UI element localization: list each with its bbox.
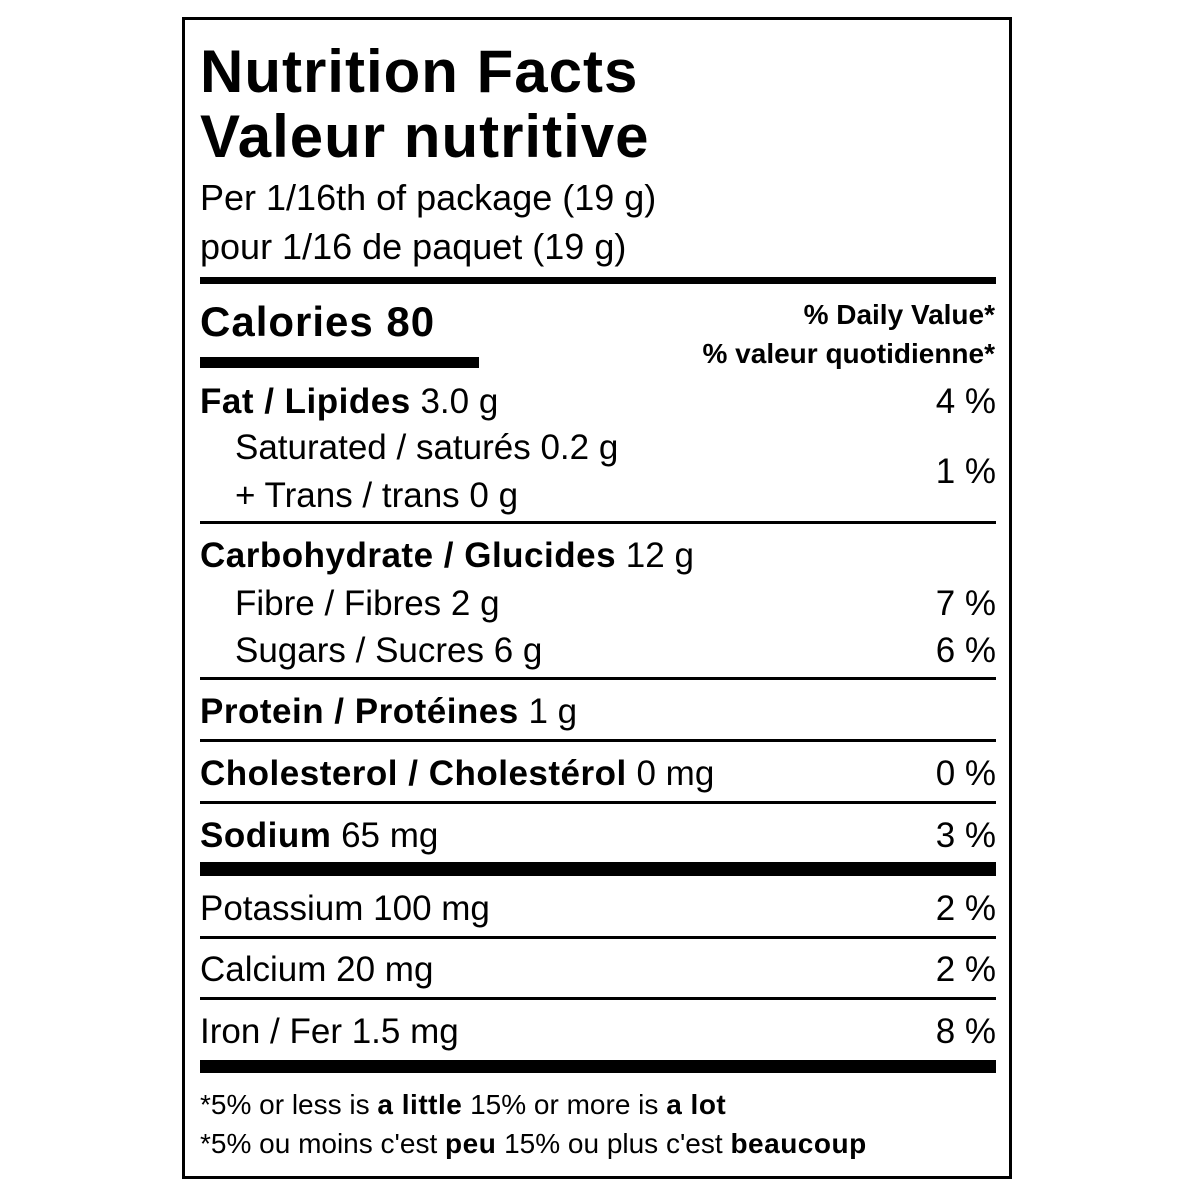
footnote-bold: a lot <box>666 1089 727 1120</box>
serving-size-en: Per 1/16th of package (19 g) <box>200 177 657 218</box>
nutrient-row-carbohydrate: Carbohydrate / Glucides 12 g <box>200 536 996 576</box>
calories: Calories 80 <box>200 298 435 346</box>
nutrient-row-potassium: Potassium 100 mg 2 % <box>200 889 996 929</box>
title-en: Nutrition Facts <box>200 38 639 105</box>
footnote-en: *5% or less is a little 15% or more is a… <box>200 1089 726 1121</box>
nutrient-label: + Trans / trans <box>235 476 460 515</box>
nutrient-dv: 7 % <box>935 584 996 623</box>
divider <box>200 521 996 524</box>
nutrient-label: Sodium <box>200 816 332 855</box>
nutrient-row-iron: Iron / Fer 1.5 mg 8 % <box>200 1012 996 1052</box>
nutrient-amount: 0.2 g <box>540 428 619 467</box>
nutrient-dv: 2 % <box>935 889 996 928</box>
nutrient-row-cholesterol: Cholesterol / Cholestérol 0 mg 0 % <box>200 754 996 794</box>
nutrient-dv: 2 % <box>935 950 996 989</box>
nutrient-amount: 20 mg <box>336 950 434 989</box>
calories-label: Calories <box>200 298 374 345</box>
nutrient-amount: 1.5 mg <box>351 1012 459 1051</box>
serving-size-fr: pour 1/16 de paquet (19 g) <box>200 226 627 267</box>
divider <box>200 936 996 939</box>
nutrient-dv: 6 % <box>935 631 996 670</box>
divider <box>200 677 996 680</box>
nutrient-label: Calcium <box>200 950 327 989</box>
nutrient-row-sodium: Sodium 65 mg 3 % <box>200 816 996 856</box>
footnote-fr: *5% ou moins c'est peu 15% ou plus c'est… <box>200 1128 867 1160</box>
calories-value: 80 <box>386 298 436 345</box>
nutrient-amount: 65 mg <box>341 816 439 855</box>
footnote-text: 15% ou plus c'est <box>496 1128 731 1159</box>
footnote-bold: beaucoup <box>730 1128 867 1159</box>
nutrient-amount: 3.0 g <box>420 382 499 421</box>
nutrient-dv: 3 % <box>935 816 996 855</box>
footnote-text: *5% or less is <box>200 1089 378 1120</box>
divider <box>200 801 996 804</box>
title-fr: Valeur nutritive <box>200 103 650 170</box>
nutrient-dv: 1 % <box>935 452 996 491</box>
nutrition-facts-table <box>182 17 1012 1179</box>
nutrient-row-fat: Fat / Lipides 3.0 g 4 % <box>200 382 996 422</box>
nutrient-row-fibre: Fibre / Fibres 2 g 7 % <box>235 584 996 624</box>
nutrient-label: Potassium <box>200 889 364 928</box>
nutrient-label: Iron / Fer <box>200 1012 342 1051</box>
nutrient-label: Saturated / saturés <box>235 428 531 467</box>
nutrient-row-calcium: Calcium 20 mg 2 % <box>200 950 996 990</box>
nutrient-row-protein: Protein / Protéines 1 g <box>200 692 996 732</box>
nutrient-amount: 0 mg <box>636 754 715 793</box>
nutrient-row-trans: + Trans / trans 0 g <box>235 476 996 516</box>
nutrient-label: Sugars / Sucres <box>235 631 484 670</box>
divider <box>200 739 996 742</box>
thick-divider <box>200 862 996 876</box>
footnote-bold: peu <box>445 1128 497 1159</box>
nutrient-amount: 2 g <box>450 584 500 623</box>
nutrient-row-sugars: Sugars / Sucres 6 g 6 % <box>235 631 996 671</box>
footnote-text: 15% or more is <box>462 1089 667 1120</box>
thick-divider <box>200 1060 996 1073</box>
nutrient-amount: 0 g <box>469 476 519 515</box>
nutrient-amount: 100 mg <box>373 889 490 928</box>
footnote-bold: a little <box>377 1089 463 1120</box>
nutrient-label: Fibre / Fibres <box>235 584 442 623</box>
nutrient-amount: 6 g <box>493 631 543 670</box>
nutrient-amount: 1 g <box>528 692 578 731</box>
nutrient-dv: 4 % <box>935 382 996 421</box>
calories-underline <box>200 357 479 368</box>
saturated-trans-dv-row: 1 % <box>200 452 996 492</box>
nutrient-label: Protein / Protéines <box>200 692 519 731</box>
nutrient-label: Carbohydrate / Glucides <box>200 536 617 575</box>
thick-divider <box>200 277 996 284</box>
footnote-text: *5% ou moins c'est <box>200 1128 446 1159</box>
nutrient-amount: 12 g <box>625 536 694 575</box>
nutrient-dv: 8 % <box>935 1012 996 1051</box>
nutrient-label: Fat / Lipides <box>200 382 411 421</box>
nutrient-row-saturated: Saturated / saturés 0.2 g <box>235 428 996 468</box>
daily-value-header-en: % Daily Value* <box>803 299 995 330</box>
daily-value-header-fr: % valeur quotidienne* <box>702 338 996 369</box>
nutrient-dv: 0 % <box>935 754 996 793</box>
nutrient-label: Cholesterol / Cholestérol <box>200 754 627 793</box>
divider <box>200 997 996 1000</box>
